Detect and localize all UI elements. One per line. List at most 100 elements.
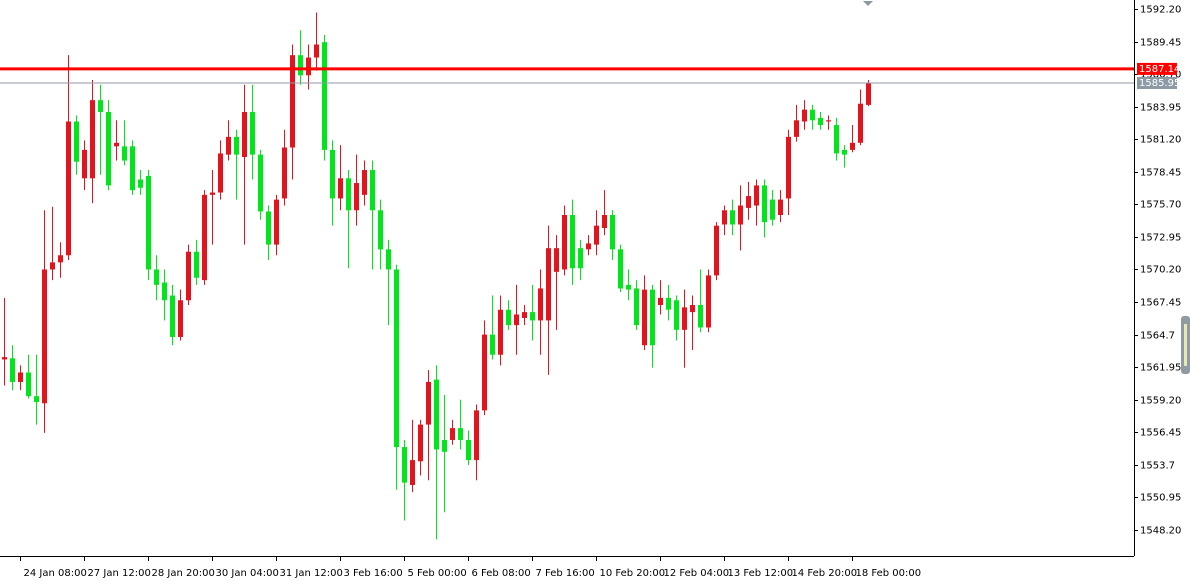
candle-body <box>786 136 791 199</box>
candle-body <box>706 275 711 328</box>
shift-marker <box>863 1 873 6</box>
candle-body <box>338 178 343 199</box>
candle-body <box>362 170 367 195</box>
candle-body <box>738 205 743 225</box>
candle-body <box>722 210 727 225</box>
x-tick-label: 27 Jan 12:00 <box>88 568 151 579</box>
candle-body <box>114 142 119 147</box>
candle-body <box>10 358 15 382</box>
candle-body <box>170 295 175 337</box>
y-tick-label: 1592.20 <box>1140 5 1181 16</box>
candle-body <box>730 210 735 225</box>
candle-body <box>378 210 383 250</box>
y-tick-label: 1581.20 <box>1140 135 1181 146</box>
candle-body <box>578 248 583 269</box>
candle-body <box>34 396 39 403</box>
candle-body <box>282 147 287 199</box>
y-tick-label: 1575.70 <box>1140 200 1181 211</box>
candle-body <box>50 262 55 270</box>
candle-body <box>186 251 191 301</box>
candle-body <box>394 269 399 448</box>
candle-body <box>178 300 183 337</box>
y-tick-label: 1553.7 <box>1140 461 1175 472</box>
x-tick-label: 24 Jan 08:00 <box>24 568 87 579</box>
candle-body <box>586 243 591 250</box>
candle-body <box>42 269 47 404</box>
candle-body <box>690 304 695 313</box>
y-tick-label: 1564.7 <box>1140 331 1175 342</box>
candle-body <box>442 439 447 452</box>
candle-body <box>482 334 487 411</box>
y-tick-label: 1561.95 <box>1140 363 1181 374</box>
candle-body <box>122 146 127 161</box>
y-tick-label: 1559.20 <box>1140 396 1181 407</box>
candle-body <box>258 154 263 212</box>
candle-body <box>194 251 199 278</box>
candle-body <box>842 149 847 155</box>
candle-body <box>66 121 71 256</box>
candle-body <box>658 297 663 305</box>
candle-body <box>754 185 759 206</box>
candle-body <box>250 112 255 155</box>
candle-body <box>274 199 279 245</box>
x-tick-label: 7 Feb 16:00 <box>536 568 595 579</box>
candle-body <box>314 44 319 58</box>
x-tick-label: 31 Jan 12:00 <box>280 568 343 579</box>
candle-body <box>386 249 391 270</box>
candle-body <box>330 149 335 199</box>
candle-body <box>306 57 311 76</box>
candle-body <box>530 312 535 321</box>
candle-body <box>106 112 111 186</box>
x-tick-label: 10 Feb 20:00 <box>600 568 666 579</box>
candle-body <box>26 372 31 397</box>
candle-body <box>234 136 239 155</box>
candle-body <box>18 372 23 382</box>
y-tick-label: 1556.45 <box>1140 428 1181 439</box>
candle-body <box>2 357 7 360</box>
candle-body <box>810 109 815 121</box>
candle-body <box>506 309 511 326</box>
candle-body <box>98 100 103 113</box>
candle-body <box>426 381 431 425</box>
candle-body <box>818 117 823 126</box>
candle-body <box>562 215 567 270</box>
candle-body <box>554 248 559 272</box>
candle-body <box>490 334 495 355</box>
candle-body <box>866 82 871 105</box>
candles-layer <box>2 12 871 540</box>
candle-body <box>794 120 799 137</box>
candle-body <box>826 120 831 122</box>
candle-body <box>674 300 679 330</box>
candle-body <box>594 225 599 245</box>
candle-body <box>154 269 159 285</box>
candle-body <box>130 146 135 191</box>
x-tick-label: 6 Feb 08:00 <box>472 568 531 579</box>
candle-body <box>82 149 87 179</box>
candle-body <box>210 192 215 195</box>
candle-body <box>618 249 623 289</box>
candle-body <box>58 255 63 263</box>
scroll-grip <box>1184 324 1187 366</box>
candle-body <box>202 194 207 281</box>
candle-body <box>546 248 551 321</box>
candle-body <box>226 136 231 155</box>
x-tick-label: 28 Jan 20:00 <box>152 568 215 579</box>
candle-body <box>402 447 407 483</box>
y-tick-label: 1589.45 <box>1140 38 1181 49</box>
candle-body <box>146 175 151 270</box>
candle-body <box>474 410 479 461</box>
candle-body <box>346 178 351 211</box>
y-tick-label: 1586.70 <box>1140 70 1181 81</box>
y-tick-label: 1567.45 <box>1140 298 1181 309</box>
price-label-box <box>1137 76 1177 89</box>
candle-body <box>458 428 463 440</box>
y-tick-label: 1570.20 <box>1140 265 1181 276</box>
candle-body <box>322 42 327 150</box>
candle-body <box>410 460 415 485</box>
candle-body <box>74 121 79 162</box>
candle-body <box>762 185 767 223</box>
candle-body <box>642 289 647 346</box>
candle-body <box>522 312 527 319</box>
